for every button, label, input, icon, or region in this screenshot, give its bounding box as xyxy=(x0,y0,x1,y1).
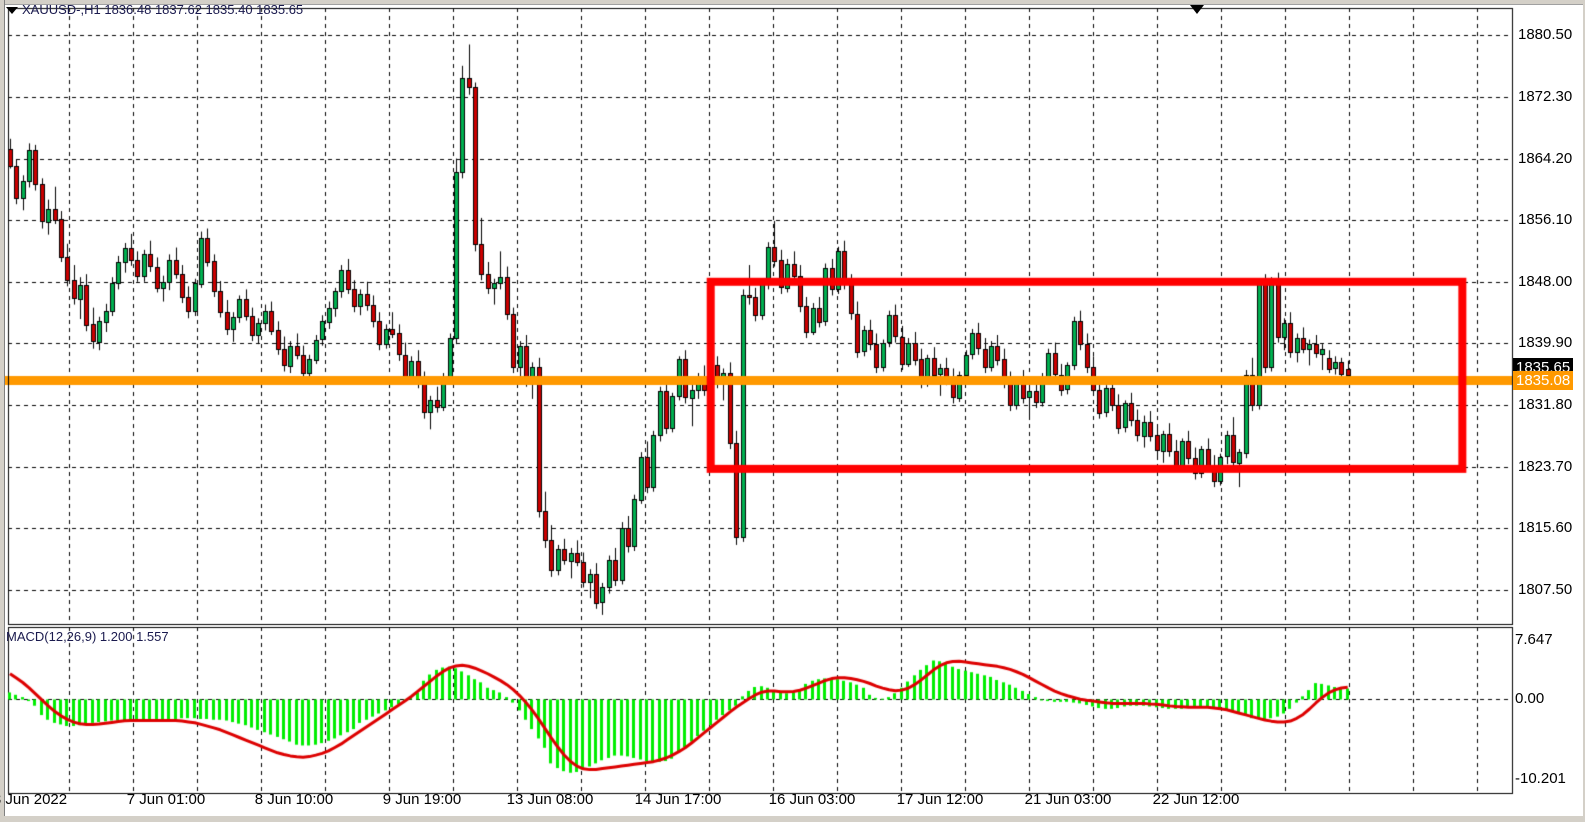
time-axis-tick-label: 13 Jun 08:00 xyxy=(506,791,594,808)
macd-axis-tick-label: 7.647 xyxy=(1515,630,1553,648)
window-frame-left xyxy=(0,0,5,822)
price-axis-tick-label: 1872.30 xyxy=(1518,87,1573,105)
time-axis-tick-label: 16 Jun 03:00 xyxy=(768,791,856,808)
chart-collapse-triangle-icon[interactable] xyxy=(6,7,18,14)
macd-axis-tick-label: 0.00 xyxy=(1515,690,1545,708)
price-level-tag[interactable]: 1835.08 xyxy=(1513,371,1574,391)
price-axis-tick-label: 1831.80 xyxy=(1518,395,1573,413)
price-axis-tick-label: 1807.50 xyxy=(1518,580,1573,598)
price-axis-tick-label: 1839.90 xyxy=(1518,334,1573,352)
window-frame-bottom xyxy=(0,816,1585,822)
price-axis-tick-label: 1823.70 xyxy=(1518,457,1573,475)
time-axis-tick-label: 8 Jun 10:00 xyxy=(254,791,334,808)
time-axis-tick-label: 22 Jun 12:00 xyxy=(1152,791,1240,808)
window-frame-right xyxy=(1583,0,1585,822)
time-axis-tick-label: 21 Jun 03:00 xyxy=(1024,791,1112,808)
macd-axis-tick-label: -10.201 xyxy=(1515,769,1566,787)
window-frame-top xyxy=(0,0,1585,5)
price-axis-tick-label: 1856.10 xyxy=(1518,211,1573,229)
time-axis-tick-label: 14 Jun 17:00 xyxy=(634,791,722,808)
time-axis-tick-label: 17 Jun 12:00 xyxy=(896,791,984,808)
price-axis-tick-label: 1848.00 xyxy=(1518,272,1573,290)
price-axis-tick-label: 1864.20 xyxy=(1518,149,1573,167)
chart-top-position-marker-icon xyxy=(1190,5,1204,14)
price-axis-tick-label: 1880.50 xyxy=(1518,25,1573,43)
symbol-ohlc-header: XAUUSD-,H1 1836.48 1837.62 1835.40 1835.… xyxy=(22,2,304,17)
time-axis-tick-label: 9 Jun 19:00 xyxy=(382,791,462,808)
time-axis-tick-label: 3 Jun 2022 xyxy=(0,791,68,808)
price-axis-tick-label: 1815.60 xyxy=(1518,519,1573,537)
macd-indicator-header: MACD(12,26,9) 1.200 1.557 xyxy=(6,629,169,644)
time-axis-tick-label: 7 Jun 01:00 xyxy=(126,791,206,808)
